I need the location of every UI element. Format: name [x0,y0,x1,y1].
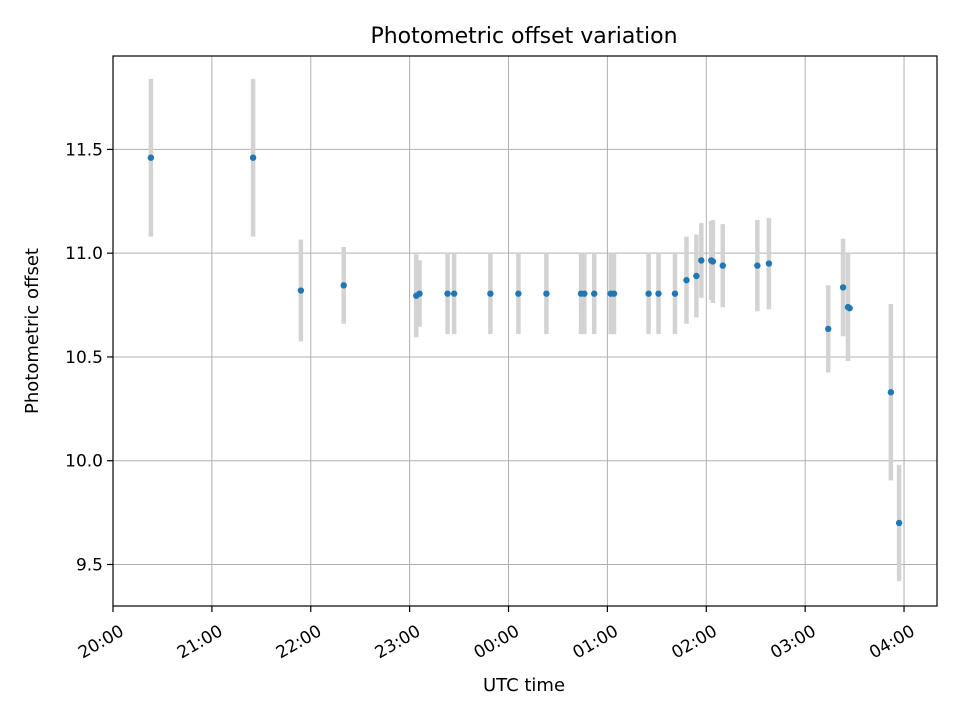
data-point [249,154,257,161]
y-tick-label: 10.5 [65,348,103,368]
y-tick-label: 11.5 [65,140,103,160]
y-axis-ticks: 9.5 10.0 10.5 11.0 11.5 [65,140,113,575]
data-point [487,290,494,297]
data-point [895,519,903,527]
y-axis-label: Photometric offset [22,248,43,414]
data-point [515,290,522,297]
data-point [709,258,717,265]
data-point [698,257,705,264]
data-point [825,325,832,333]
data-point [147,154,155,161]
data-point [450,290,458,297]
data-point [416,290,423,297]
data-point [754,262,761,269]
data-point [683,276,690,284]
data-point [846,304,853,312]
data-point [655,290,662,297]
data-points [147,154,903,527]
data-point [610,290,618,297]
data-point [719,262,726,269]
data-point [543,290,550,297]
grid-lines [112,56,937,606]
x-axis-label: UTC time [483,675,565,696]
y-tick-label: 10.0 [65,452,103,472]
data-point [581,290,588,297]
y-tick-label: 11.0 [65,244,103,264]
data-point [839,284,847,291]
y-tick-label: 9.5 [76,555,103,575]
data-point [591,290,598,297]
plot-area-frame [112,55,938,607]
data-point [693,272,700,280]
data-point [887,389,895,396]
data-point [444,290,451,297]
data-point [297,287,305,294]
chart-title: Photometric offset variation [370,24,677,49]
data-point [340,282,347,289]
data-point [765,260,773,267]
data-point [671,290,679,297]
data-point [645,290,652,297]
